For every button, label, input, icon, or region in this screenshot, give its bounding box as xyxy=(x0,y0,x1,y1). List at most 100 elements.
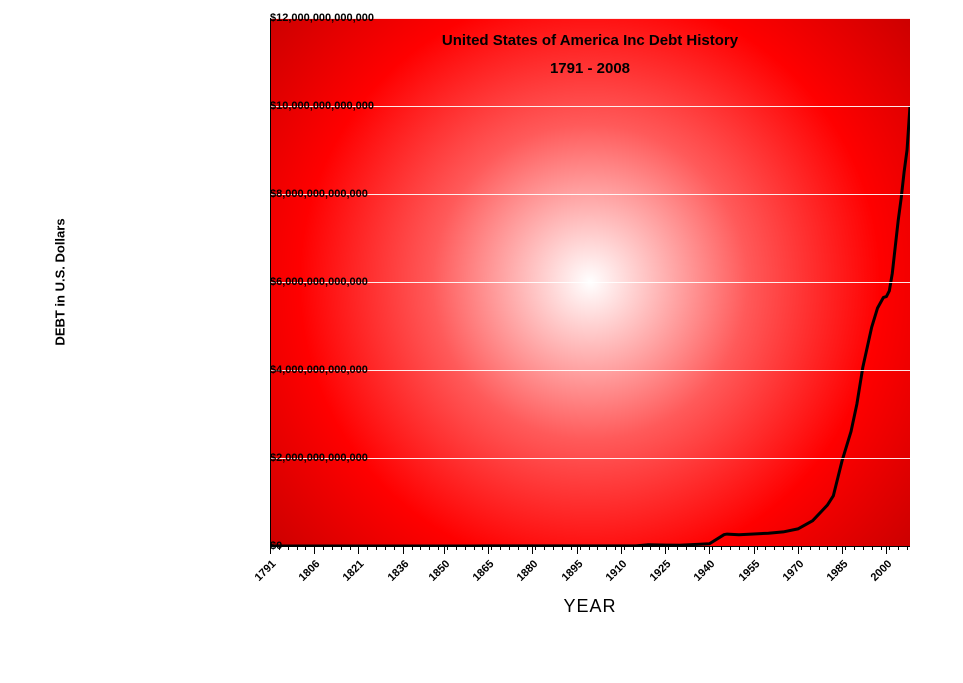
x-minor-tick xyxy=(350,546,351,550)
x-minor-tick xyxy=(456,546,457,550)
x-minor-tick xyxy=(624,546,625,550)
x-tick-label: 1836 xyxy=(385,558,411,584)
x-major-tick xyxy=(403,546,404,554)
x-minor-tick xyxy=(323,546,324,550)
x-minor-tick xyxy=(792,546,793,550)
x-minor-tick xyxy=(482,546,483,550)
x-minor-tick xyxy=(863,546,864,550)
x-minor-tick xyxy=(712,546,713,550)
x-minor-tick xyxy=(819,546,820,550)
x-minor-tick xyxy=(518,546,519,550)
x-minor-tick xyxy=(748,546,749,550)
x-minor-tick xyxy=(412,546,413,550)
x-minor-tick xyxy=(765,546,766,550)
x-major-tick xyxy=(444,546,445,554)
x-minor-tick xyxy=(447,546,448,550)
x-minor-tick xyxy=(633,546,634,550)
x-minor-tick xyxy=(704,546,705,550)
x-minor-tick xyxy=(288,546,289,550)
x-minor-tick xyxy=(730,546,731,550)
x-axis-title: YEAR xyxy=(563,596,616,617)
x-major-tick xyxy=(270,546,271,554)
x-tick-label: 1970 xyxy=(781,558,807,584)
x-major-tick xyxy=(488,546,489,554)
x-tick-label: 2000 xyxy=(869,558,895,584)
x-tick-label: 1955 xyxy=(736,558,762,584)
x-minor-tick xyxy=(571,546,572,550)
x-minor-tick xyxy=(465,546,466,550)
x-minor-tick xyxy=(597,546,598,550)
x-minor-tick xyxy=(650,546,651,550)
x-minor-tick xyxy=(606,546,607,550)
x-major-tick xyxy=(842,546,843,554)
debt-series-path xyxy=(270,106,910,546)
y-axis-line xyxy=(270,18,271,546)
y-axis-title: DEBT in U.S. Dollars xyxy=(53,218,68,345)
chart-title-line2: 1791 - 2008 xyxy=(270,60,910,77)
x-minor-tick xyxy=(783,546,784,550)
x-minor-tick xyxy=(438,546,439,550)
x-minor-tick xyxy=(305,546,306,550)
x-tick-label: 1895 xyxy=(559,558,585,584)
x-minor-tick xyxy=(739,546,740,550)
x-minor-tick xyxy=(544,546,545,550)
x-major-tick xyxy=(798,546,799,554)
x-major-tick xyxy=(621,546,622,554)
x-minor-tick xyxy=(429,546,430,550)
x-minor-tick xyxy=(562,546,563,550)
x-minor-tick xyxy=(881,546,882,550)
x-tick-label: 1910 xyxy=(604,558,630,584)
x-tick-label: 1940 xyxy=(692,558,718,584)
x-minor-tick xyxy=(385,546,386,550)
x-minor-tick xyxy=(589,546,590,550)
x-minor-tick xyxy=(872,546,873,550)
x-minor-tick xyxy=(509,546,510,550)
x-major-tick xyxy=(754,546,755,554)
x-minor-tick xyxy=(367,546,368,550)
x-minor-tick xyxy=(836,546,837,550)
x-minor-tick xyxy=(535,546,536,550)
x-minor-tick xyxy=(615,546,616,550)
x-minor-tick xyxy=(580,546,581,550)
x-minor-tick xyxy=(376,546,377,550)
x-tick-label: 1925 xyxy=(648,558,674,584)
x-minor-tick xyxy=(810,546,811,550)
x-tick-label: 1850 xyxy=(427,558,453,584)
x-minor-tick xyxy=(297,546,298,550)
chart-title-line1: United States of America Inc Debt Histor… xyxy=(270,32,910,49)
x-tick-label: 1791 xyxy=(253,558,279,584)
x-minor-tick xyxy=(695,546,696,550)
x-minor-tick xyxy=(491,546,492,550)
x-minor-tick xyxy=(854,546,855,550)
x-minor-tick xyxy=(642,546,643,550)
x-minor-tick xyxy=(889,546,890,550)
x-tick-label: 1985 xyxy=(825,558,851,584)
x-minor-tick xyxy=(907,546,908,550)
x-ticks-group: 1791180618211836185018651880189519101925… xyxy=(270,546,910,586)
chart-page: United States of America Inc Debt Histor… xyxy=(0,0,963,683)
x-tick-label: 1880 xyxy=(515,558,541,584)
x-minor-tick xyxy=(553,546,554,550)
x-major-tick xyxy=(532,546,533,554)
x-minor-tick xyxy=(394,546,395,550)
x-minor-tick xyxy=(721,546,722,550)
x-minor-tick xyxy=(677,546,678,550)
x-minor-tick xyxy=(686,546,687,550)
x-minor-tick xyxy=(659,546,660,550)
x-minor-tick xyxy=(827,546,828,550)
x-tick-label: 1806 xyxy=(297,558,323,584)
x-minor-tick xyxy=(527,546,528,550)
x-major-tick xyxy=(709,546,710,554)
x-minor-tick xyxy=(774,546,775,550)
x-minor-tick xyxy=(801,546,802,550)
x-minor-tick xyxy=(341,546,342,550)
x-minor-tick xyxy=(279,546,280,550)
x-minor-tick xyxy=(845,546,846,550)
x-major-tick xyxy=(314,546,315,554)
x-major-tick xyxy=(886,546,887,554)
x-tick-label: 1821 xyxy=(341,558,367,584)
x-minor-tick xyxy=(332,546,333,550)
x-minor-tick xyxy=(474,546,475,550)
x-major-tick xyxy=(577,546,578,554)
x-major-tick xyxy=(358,546,359,554)
